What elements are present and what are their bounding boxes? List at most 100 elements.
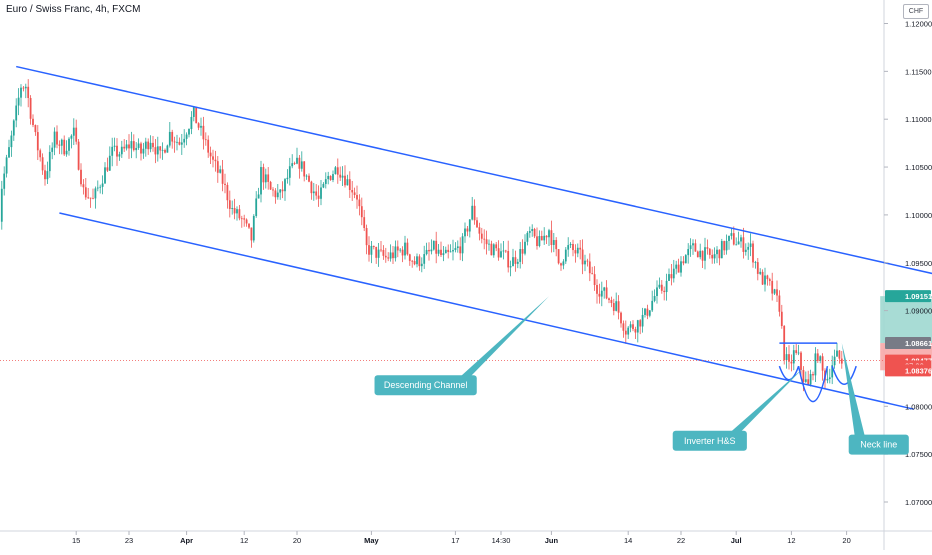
candle-body[interactable] [92,198,94,200]
candle-body[interactable] [99,186,102,188]
candle-body[interactable] [485,239,488,245]
candle-body[interactable] [483,238,486,240]
candle-body[interactable] [173,141,176,143]
candle-body[interactable] [329,175,332,181]
candle-body[interactable] [684,255,687,264]
candle-body[interactable] [41,157,44,171]
candle-body[interactable] [384,255,387,258]
candle-body[interactable] [471,205,474,220]
candle-body[interactable] [298,157,301,169]
candle-body[interactable] [216,161,219,173]
candle-body[interactable] [51,147,54,152]
candle-body[interactable] [696,251,699,258]
candle-body[interactable] [15,105,18,121]
candle-body[interactable] [550,230,553,245]
candle-body[interactable] [317,195,320,199]
candle-body[interactable] [10,135,13,148]
candle-body[interactable] [231,208,234,209]
candle-body[interactable] [65,150,68,155]
candle-body[interactable] [46,171,49,180]
candle-body[interactable] [641,314,644,327]
candle-body[interactable] [524,241,526,254]
candle-body[interactable] [245,219,248,224]
candle-body[interactable] [161,149,164,151]
candle-body[interactable] [89,197,92,199]
candle-body[interactable] [152,142,154,148]
candle-body[interactable] [497,248,500,258]
candle-body[interactable] [140,143,142,154]
candle-body[interactable] [816,353,819,361]
candle-body[interactable] [660,284,663,291]
candle-body[interactable] [454,248,457,251]
candle-body[interactable] [826,378,829,381]
candle-body[interactable] [228,200,231,209]
candle-body[interactable] [190,116,193,130]
candle-body[interactable] [48,151,51,172]
candle-body[interactable] [363,217,366,229]
candle-body[interactable] [814,353,817,376]
candle-body[interactable] [584,260,586,265]
candle-body[interactable] [20,87,22,98]
candle-body[interactable] [732,233,735,245]
candle-body[interactable] [713,254,716,259]
candle-body[interactable] [370,245,373,255]
candle-body[interactable] [411,260,414,262]
candle-body[interactable] [586,260,589,262]
candle-body[interactable] [185,134,188,139]
candle-body[interactable] [339,174,342,178]
candle-body[interactable] [771,280,774,294]
candle-body[interactable] [744,249,747,252]
candle-body[interactable] [653,296,656,301]
candle-body[interactable] [123,146,126,149]
candle-body[interactable] [188,129,190,135]
candle-body[interactable] [754,262,757,263]
candle-body[interactable] [180,142,183,145]
candle-body[interactable] [656,287,658,297]
candle-body[interactable] [670,274,673,279]
candle-body[interactable] [418,256,421,267]
candle-body[interactable] [447,249,450,252]
candle-body[interactable] [711,254,714,259]
candle-body[interactable] [149,142,152,150]
candle-body[interactable] [168,131,171,146]
candle-body[interactable] [478,227,481,234]
candle-body[interactable] [552,240,555,245]
candle-body[interactable] [346,179,349,186]
candle-body[interactable] [29,97,32,119]
candle-body[interactable] [56,131,58,145]
candle-body[interactable] [389,252,392,259]
candle-body[interactable] [658,284,661,288]
candle-body[interactable] [593,274,596,286]
candle-body[interactable] [687,249,690,256]
candle-body[interactable] [135,147,138,151]
candle-body[interactable] [795,350,798,353]
candle-body[interactable] [682,261,685,264]
candle-body[interactable] [502,250,505,252]
candle-body[interactable] [392,252,394,259]
candle-body[interactable] [137,143,140,148]
candle-body[interactable] [240,218,243,220]
candle-body[interactable] [802,369,805,382]
candle-body[interactable] [639,320,642,327]
candle-body[interactable] [353,192,356,195]
candle-body[interactable] [130,141,133,149]
candle-body[interactable] [274,190,277,198]
candle-body[interactable] [495,244,498,249]
candle-body[interactable] [617,301,620,313]
candle-body[interactable] [281,189,284,192]
candle-body[interactable] [730,233,733,236]
candle-body[interactable] [324,179,327,184]
candle-body[interactable] [672,268,675,279]
candle-body[interactable] [334,167,337,175]
candle-body[interactable] [264,174,267,183]
candle-body[interactable] [581,249,584,265]
candle-body[interactable] [548,230,550,238]
candle-body[interactable] [348,179,351,191]
candle-body[interactable] [588,261,591,274]
candle-body[interactable] [526,232,529,242]
candle-body[interactable] [243,218,246,220]
candle-body[interactable] [286,177,289,180]
candle-body[interactable] [812,374,814,376]
hs-right-shoulder-arc[interactable] [831,365,857,386]
candle-body[interactable] [632,324,634,330]
